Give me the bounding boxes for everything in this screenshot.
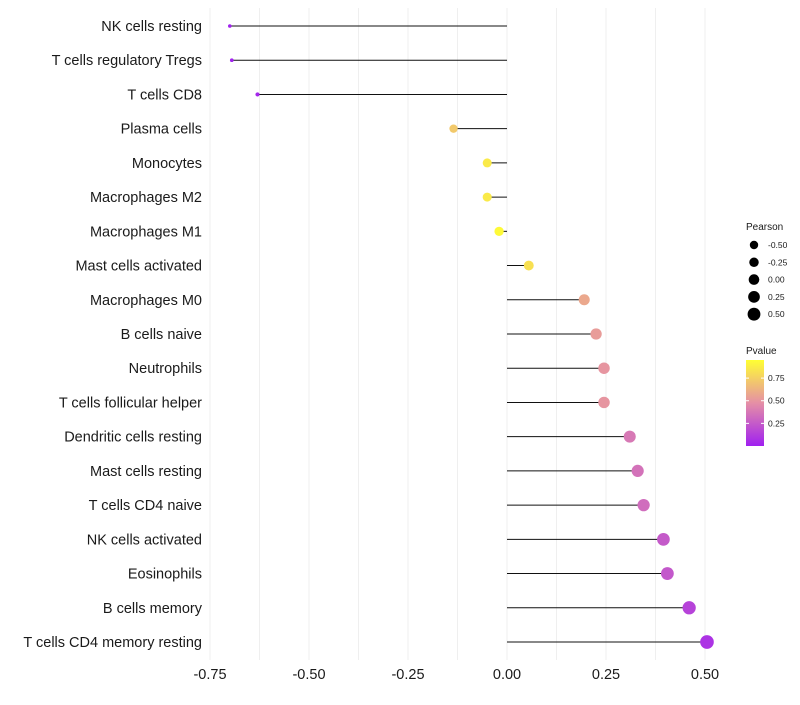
stem-layer: [229, 25, 707, 643]
category-label: Eosinophils: [128, 567, 202, 583]
category-label: Dendritic cells resting: [64, 430, 202, 446]
x-tick-label: 0.00: [493, 667, 521, 683]
size-legend-key: [748, 274, 760, 285]
x-tick-label: -0.75: [193, 667, 226, 683]
category-label: Neutrophils: [129, 361, 202, 377]
point-layer: [227, 24, 714, 649]
data-point: [229, 58, 234, 63]
size-legend-title: Pearson: [746, 222, 783, 233]
category-label: T cells follicular helper: [59, 395, 202, 411]
size-legend-label: -0.50: [768, 240, 788, 250]
size-legend-key: [749, 257, 759, 268]
category-label: Mast cells resting: [90, 464, 202, 480]
grid-layer: [209, 8, 706, 660]
color-legend-label: 0.75: [768, 373, 785, 383]
category-label: B cells naive: [121, 327, 202, 343]
data-point: [598, 396, 610, 409]
category-label: T cells regulatory Tregs: [52, 53, 202, 69]
color-legend-label: 0.50: [768, 396, 785, 406]
data-point: [700, 635, 714, 649]
size-legend-key: [749, 240, 759, 250]
x-axis-ticks: -0.75 -0.50 -0.25 0.00 0.25 0.50: [193, 667, 719, 683]
category-label: T cells CD4 memory resting: [23, 635, 202, 651]
data-point: [598, 362, 610, 374]
category-label: Macrophages M0: [90, 293, 202, 309]
category-label: Macrophages M2: [90, 190, 202, 206]
size-legend-key: [748, 291, 760, 303]
data-point: [578, 294, 590, 306]
category-label: Mast cells activated: [75, 259, 202, 275]
legend: Pearson -0.50 -0.25 0.00 0.25 0.50 Pvalue 0.75 0…: [746, 222, 788, 446]
x-tick-label: -0.25: [391, 667, 424, 683]
data-point: [657, 532, 670, 546]
x-tick-label: -0.50: [292, 667, 325, 683]
data-point: [623, 430, 636, 443]
category-label: B cells memory: [103, 601, 203, 617]
size-legend-label: -0.25: [768, 257, 788, 267]
category-label: NK cells resting: [101, 19, 202, 35]
category-label: T cells CD4 naive: [89, 498, 202, 514]
data-point: [637, 498, 650, 512]
data-point: [255, 92, 260, 97]
data-point: [590, 328, 602, 340]
data-point: [523, 260, 534, 271]
category-labels: NK cells resting T cells regulatory Tregs…: [23, 19, 202, 651]
category-label: Macrophages M1: [90, 224, 202, 240]
category-label: Monocytes: [132, 156, 202, 172]
data-point: [482, 192, 492, 202]
color-legend-label: 0.25: [768, 418, 785, 428]
size-legend-label: 0.25: [768, 292, 785, 302]
data-point: [682, 601, 696, 615]
category-label: NK cells activated: [87, 532, 202, 548]
color-legend-bar: [746, 360, 764, 446]
data-point: [449, 124, 458, 133]
color-legend-title: Pvalue: [746, 346, 777, 357]
data-point: [482, 158, 492, 168]
x-tick-label: 0.50: [691, 667, 719, 683]
size-legend-key: [747, 307, 761, 321]
data-point: [631, 464, 644, 477]
size-legend-label: 0.00: [768, 275, 785, 285]
data-point: [227, 24, 232, 28]
data-point: [660, 567, 674, 580]
x-tick-label: 0.25: [592, 667, 620, 683]
category-label: Plasma cells: [121, 122, 202, 138]
category-label: T cells CD8: [127, 87, 202, 103]
size-legend-label: 0.50: [768, 309, 785, 319]
data-point: [494, 226, 504, 236]
